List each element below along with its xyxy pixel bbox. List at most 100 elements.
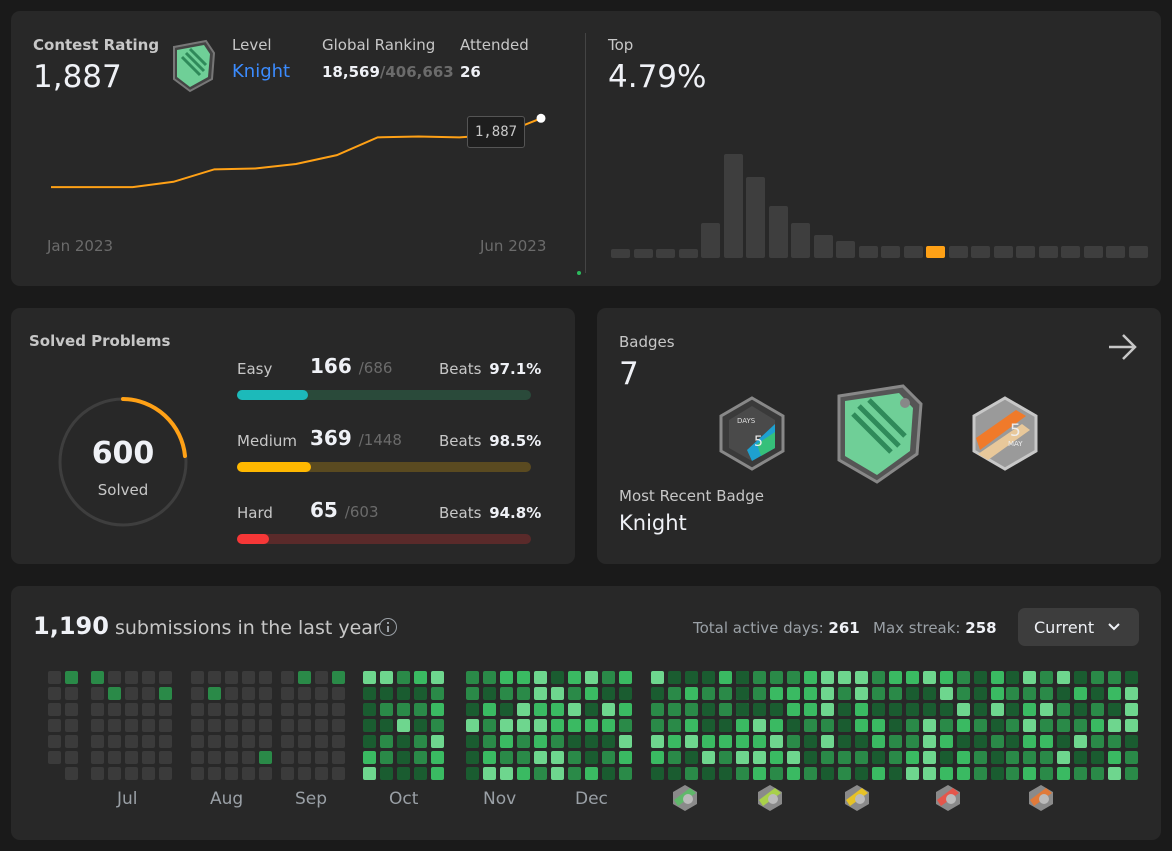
heatmap-cell[interactable] xyxy=(770,767,783,780)
heatmap-cell[interactable] xyxy=(668,751,681,764)
heatmap-cell[interactable] xyxy=(534,751,547,764)
heatmap-cell[interactable] xyxy=(397,767,410,780)
heatmap-cell[interactable] xyxy=(1057,703,1070,716)
heatmap-cell[interactable] xyxy=(602,767,615,780)
heatmap-cell[interactable] xyxy=(957,687,970,700)
heatmap-cell[interactable] xyxy=(753,719,766,732)
heatmap-cell[interactable] xyxy=(702,735,715,748)
heatmap-cell[interactable] xyxy=(1057,767,1070,780)
heatmap-cell[interactable] xyxy=(1040,671,1053,684)
heatmap-cell[interactable] xyxy=(702,719,715,732)
heatmap-cell[interactable] xyxy=(242,767,255,780)
heatmap-cell[interactable] xyxy=(517,671,530,684)
heatmap-cell[interactable] xyxy=(466,767,479,780)
heatmap-cell[interactable] xyxy=(208,719,221,732)
heatmap-cell[interactable] xyxy=(500,719,513,732)
heatmap-cell[interactable] xyxy=(685,751,698,764)
heatmap-cell[interactable] xyxy=(821,767,834,780)
heatmap-cell[interactable] xyxy=(838,719,851,732)
heatmap-cell[interactable] xyxy=(1023,719,1036,732)
heatmap-cell[interactable] xyxy=(804,751,817,764)
heatmap-cell[interactable] xyxy=(974,687,987,700)
heatmap-cell[interactable] xyxy=(651,671,664,684)
histogram-bar[interactable] xyxy=(1083,246,1103,258)
heatmap-cell[interactable] xyxy=(872,735,885,748)
heatmap-cell[interactable] xyxy=(585,687,598,700)
heatmap-cell[interactable] xyxy=(208,671,221,684)
heatmap-cell[interactable] xyxy=(65,735,78,748)
heatmap-cell[interactable] xyxy=(91,703,104,716)
heatmap-cell[interactable] xyxy=(685,767,698,780)
heatmap-cell[interactable] xyxy=(259,751,272,764)
heatmap-cell[interactable] xyxy=(872,671,885,684)
heatmap-cell[interactable] xyxy=(1108,735,1121,748)
heatmap-cell[interactable] xyxy=(1040,687,1053,700)
heatmap-cell[interactable] xyxy=(332,719,345,732)
heatmap-cell[interactable] xyxy=(431,751,444,764)
heatmap-cell[interactable] xyxy=(651,767,664,780)
heatmap-cell[interactable] xyxy=(431,767,444,780)
heatmap-cell[interactable] xyxy=(1125,671,1138,684)
heatmap-cell[interactable] xyxy=(1040,719,1053,732)
heatmap-cell[interactable] xyxy=(1125,751,1138,764)
heatmap-cell[interactable] xyxy=(500,751,513,764)
heatmap-cell[interactable] xyxy=(821,735,834,748)
heatmap-cell[interactable] xyxy=(1125,703,1138,716)
heatmap-cell[interactable] xyxy=(906,767,919,780)
histogram-bar[interactable] xyxy=(1128,246,1148,258)
heatmap-cell[interactable] xyxy=(821,703,834,716)
heatmap-cell[interactable] xyxy=(108,719,121,732)
heatmap-cell[interactable] xyxy=(702,687,715,700)
heatmap-cell[interactable] xyxy=(1074,751,1087,764)
heatmap-cell[interactable] xyxy=(551,719,564,732)
heatmap-cell[interactable] xyxy=(108,703,121,716)
histogram-bar[interactable] xyxy=(971,246,990,258)
heatmap-cell[interactable] xyxy=(668,687,681,700)
histogram-bar[interactable] xyxy=(1106,246,1125,258)
heatmap-cell[interactable] xyxy=(1125,719,1138,732)
heatmap-cell[interactable] xyxy=(1006,767,1019,780)
heatmap-cell[interactable] xyxy=(259,767,272,780)
heatmap-cell[interactable] xyxy=(191,687,204,700)
heatmap-cell[interactable] xyxy=(1057,671,1070,684)
heatmap-cell[interactable] xyxy=(363,719,376,732)
heatmap-cell[interactable] xyxy=(1125,767,1138,780)
heatmap-cell[interactable] xyxy=(242,671,255,684)
heatmap-cell[interactable] xyxy=(1057,719,1070,732)
rank-histogram[interactable] xyxy=(611,131,1148,286)
heatmap-cell[interactable] xyxy=(855,703,868,716)
heatmap-cell[interactable] xyxy=(787,751,800,764)
heatmap-cell[interactable] xyxy=(48,751,61,764)
heatmap-cell[interactable] xyxy=(838,751,851,764)
heatmap-cell[interactable] xyxy=(466,751,479,764)
heatmap-cell[interactable] xyxy=(483,703,496,716)
heatmap-cell[interactable] xyxy=(585,703,598,716)
heatmap-cell[interactable] xyxy=(974,767,987,780)
heatmap-cell[interactable] xyxy=(585,735,598,748)
heatmap-cell[interactable] xyxy=(159,703,172,716)
heatmap-cell[interactable] xyxy=(191,767,204,780)
heatmap-cell[interactable] xyxy=(1091,751,1104,764)
may-month-badge-icon[interactable] xyxy=(1028,784,1054,816)
heatmap-cell[interactable] xyxy=(191,735,204,748)
heatmap-cell[interactable] xyxy=(1040,735,1053,748)
heatmap-cell[interactable] xyxy=(225,687,238,700)
heatmap-cell[interactable] xyxy=(65,751,78,764)
heatmap-cell[interactable] xyxy=(974,719,987,732)
heatmap-cell[interactable] xyxy=(668,735,681,748)
heatmap-cell[interactable] xyxy=(1074,719,1087,732)
heatmap-cell[interactable] xyxy=(534,719,547,732)
heatmap-cell[interactable] xyxy=(1006,719,1019,732)
heatmap-cell[interactable] xyxy=(838,671,851,684)
heatmap-cell[interactable] xyxy=(940,687,953,700)
heatmap-cell[interactable] xyxy=(281,767,294,780)
heatmap-cell[interactable] xyxy=(770,719,783,732)
heatmap-cell[interactable] xyxy=(702,703,715,716)
heatmap-cell[interactable] xyxy=(397,735,410,748)
heatmap-cell[interactable] xyxy=(380,751,393,764)
heatmap-cell[interactable] xyxy=(48,719,61,732)
heatmap-cell[interactable] xyxy=(855,751,868,764)
heatmap-cell[interactable] xyxy=(991,735,1004,748)
heatmap-cell[interactable] xyxy=(1108,767,1121,780)
heatmap-cell[interactable] xyxy=(602,719,615,732)
